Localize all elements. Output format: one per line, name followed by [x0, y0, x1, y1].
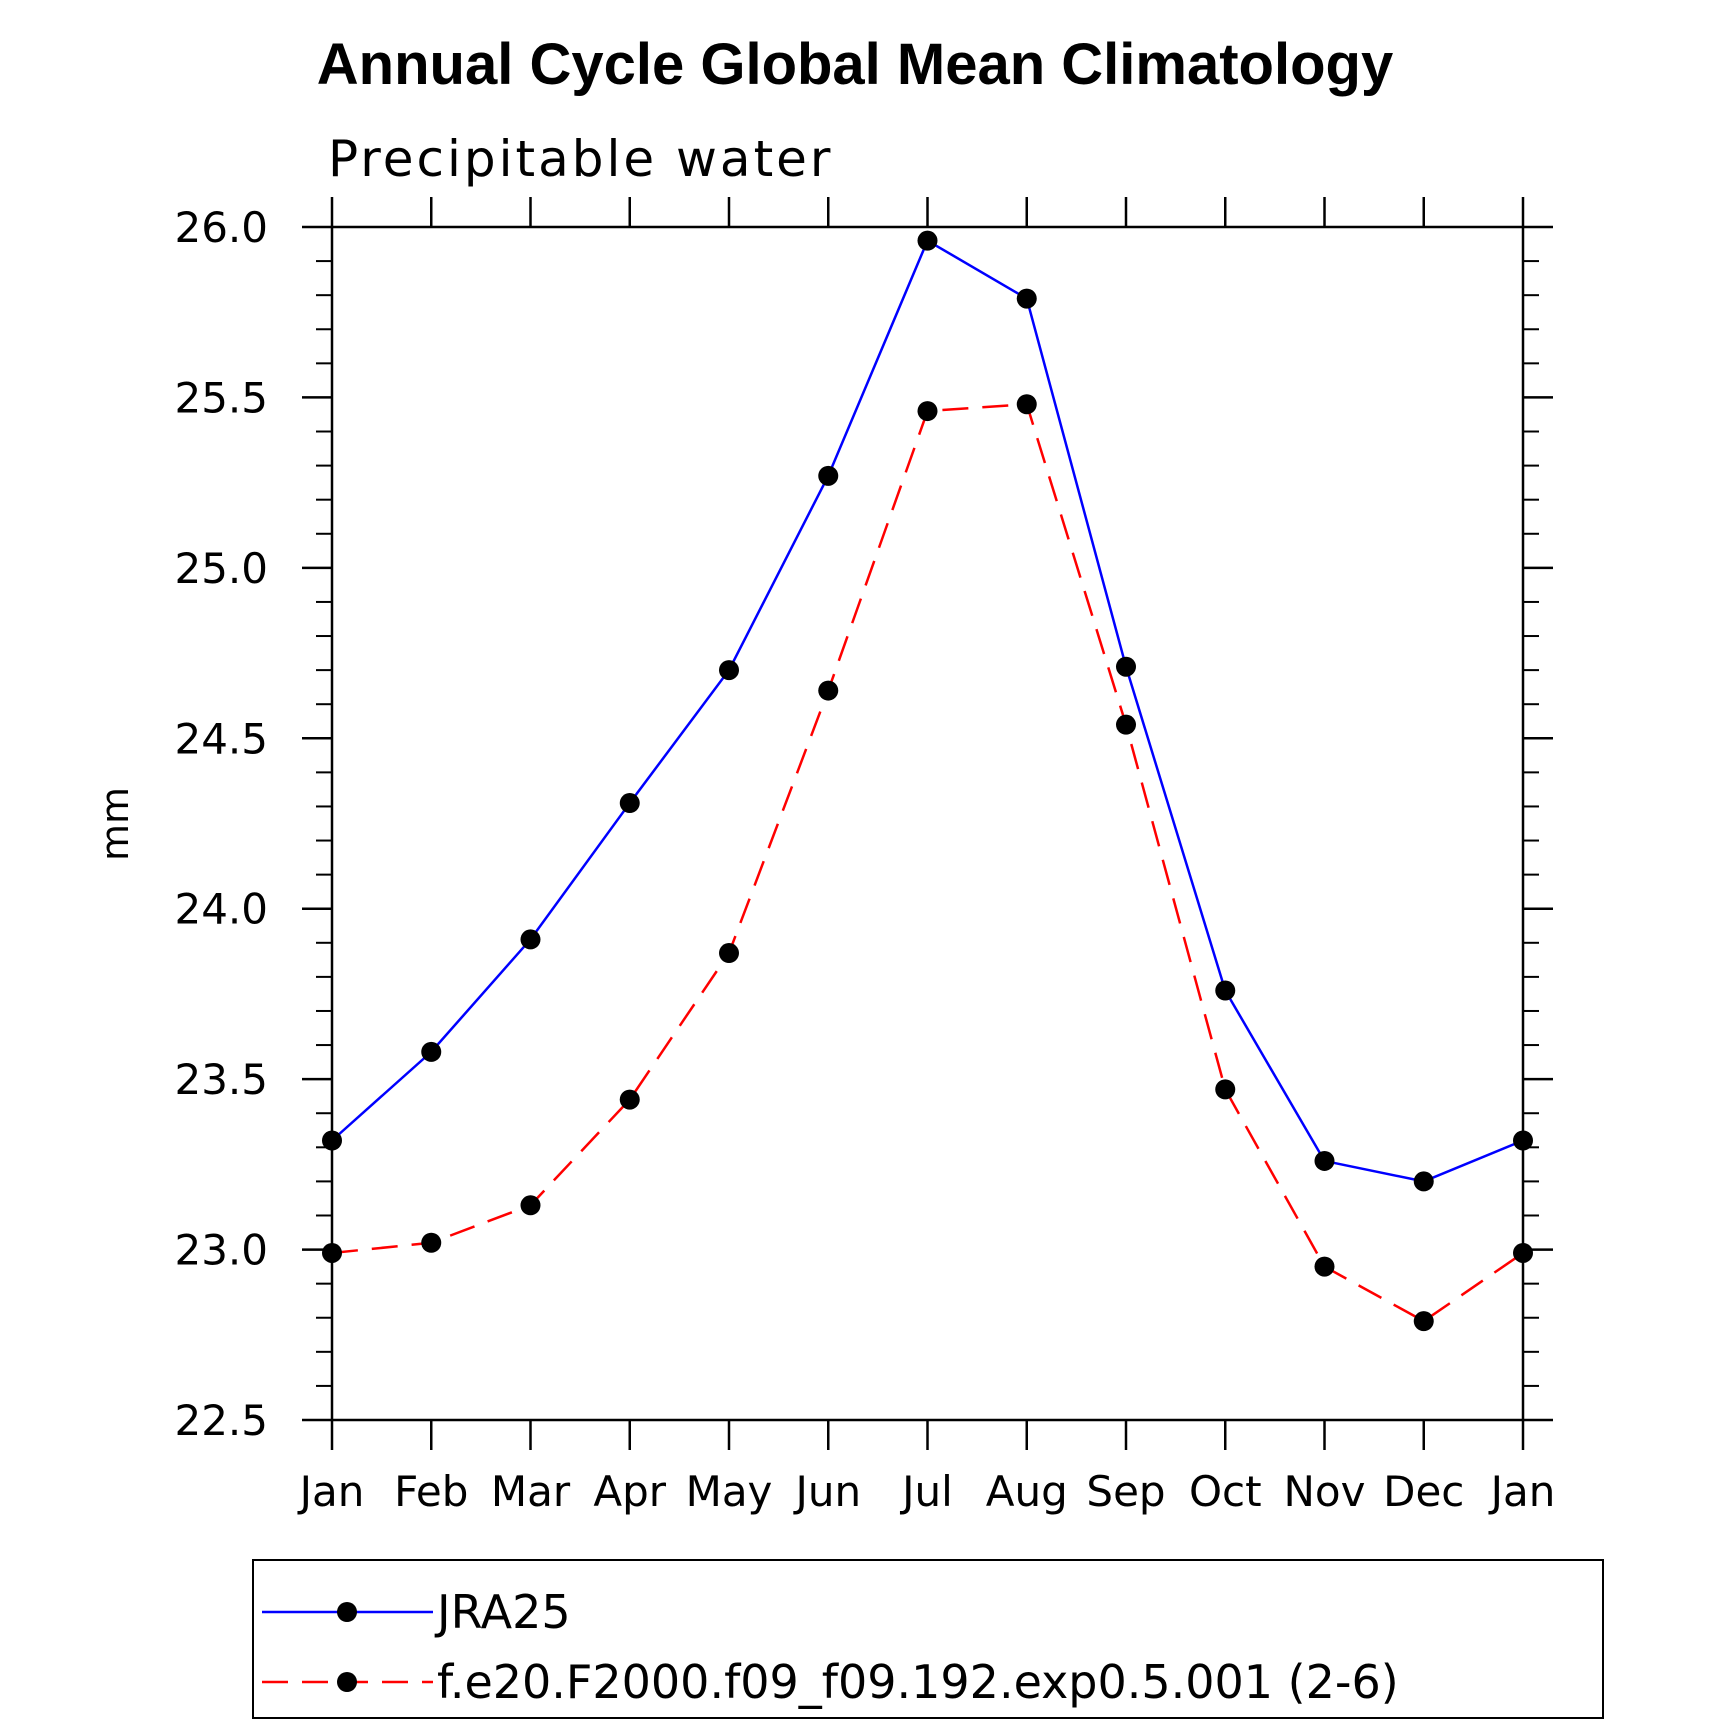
x-tick-label: Dec [1383, 1467, 1464, 1516]
data-point [1413, 1311, 1434, 1332]
data-point [421, 1041, 442, 1062]
legend-label: JRA25 [434, 1585, 571, 1639]
data-point [520, 929, 541, 950]
data-point [619, 793, 640, 814]
chart-title: Annual Cycle Global Mean Climatology [317, 32, 1393, 97]
series-line [331, 402, 1524, 1323]
series-group [322, 230, 1533, 1332]
data-point [322, 1242, 342, 1263]
x-tick-label: Jul [899, 1467, 953, 1516]
series-line [331, 238, 1524, 1183]
y-tick-label: 23.5 [174, 1055, 268, 1104]
data-point [322, 1130, 342, 1151]
x-tick-label: Jan [1488, 1467, 1556, 1516]
y-tick-label: 26.0 [174, 203, 268, 252]
legend-label: f.e20.F2000.f09_f09.192.exp0.5.001 (2-6) [437, 1655, 1399, 1709]
data-point [421, 1232, 442, 1253]
x-tick-label: Mar [491, 1467, 571, 1516]
x-tick-label: Jun [792, 1467, 861, 1516]
data-point [1116, 714, 1136, 735]
data-point [719, 660, 739, 681]
axes: Jan Feb Mar Apr May Jun Jul Aug Sep Oct Nov Dec Jan 2… [174, 197, 1555, 1516]
x-tick-label: Aug [986, 1467, 1068, 1516]
data-point [917, 230, 938, 251]
x-tick-label: Nov [1284, 1467, 1366, 1516]
data-point [719, 943, 739, 964]
data-point [520, 1195, 541, 1216]
x-tick-label: Oct [1189, 1467, 1262, 1516]
data-point [818, 680, 839, 701]
data-point [1215, 1079, 1236, 1100]
y-tick-label: 24.5 [174, 714, 268, 763]
y-tick-label: 25.0 [174, 544, 268, 593]
legend-box [252, 1559, 1604, 1719]
chart-subtitle: Precipitable water [328, 130, 834, 188]
data-point [1116, 656, 1136, 677]
y-tick-label: 24.0 [174, 885, 268, 934]
x-tick-label: May [686, 1467, 773, 1516]
x-tick-label: Apr [593, 1467, 666, 1516]
data-point [917, 401, 938, 422]
data-point [1314, 1150, 1335, 1171]
legend: JRA25 f.e20.F2000.f09_f09.192.exp0.5.001 … [252, 1559, 1604, 1719]
data-point [619, 1089, 640, 1110]
data-point [1513, 1242, 1533, 1263]
data-point [818, 465, 839, 486]
y-tick-label: 23.0 [174, 1226, 268, 1275]
legend-marker [337, 1672, 357, 1692]
y-tick-label: 22.5 [174, 1396, 268, 1445]
y-tick-label: 25.5 [174, 373, 268, 422]
x-tick-label: Feb [394, 1467, 468, 1516]
data-point [1016, 394, 1037, 415]
x-tick-label: Sep [1086, 1467, 1165, 1516]
data-point [1513, 1130, 1533, 1151]
y-axis-label: mm [93, 787, 137, 861]
x-tick-label: Jan [297, 1467, 365, 1516]
legend-marker [337, 1602, 357, 1622]
data-point [1016, 288, 1037, 309]
data-point [1413, 1171, 1434, 1192]
data-point [1314, 1256, 1335, 1277]
data-point [1215, 980, 1236, 1001]
